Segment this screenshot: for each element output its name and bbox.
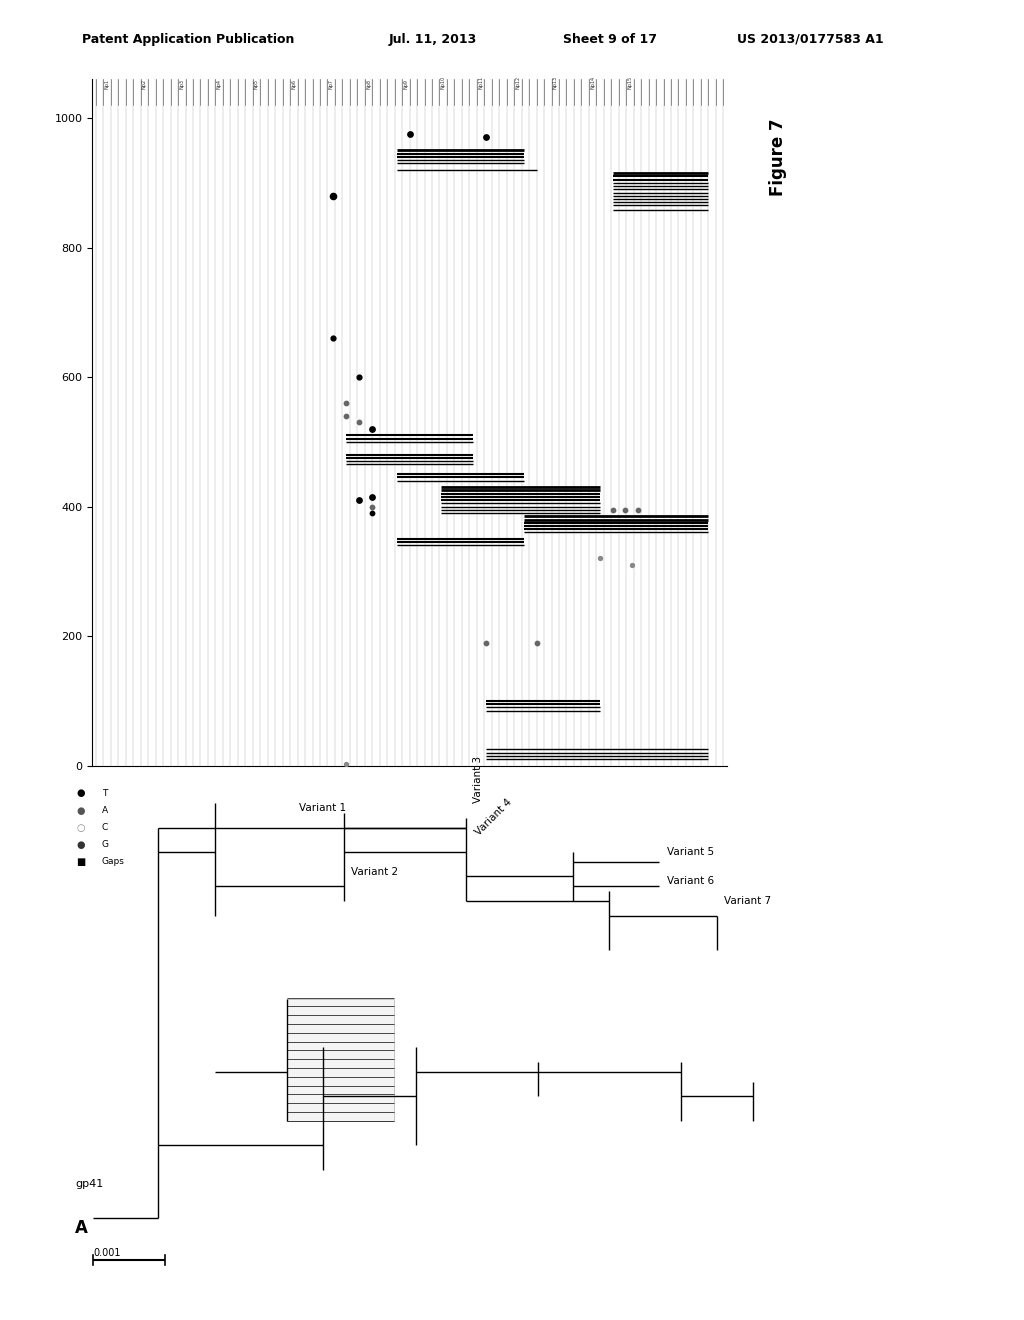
Point	[364, 486, 380, 507]
Text: Np3: Np3	[179, 79, 184, 88]
Point	[350, 367, 367, 388]
Text: C: C	[101, 824, 109, 832]
Text: Np4: Np4	[217, 79, 221, 88]
Point	[477, 632, 494, 653]
Point	[364, 496, 380, 517]
Text: Variant 7: Variant 7	[724, 896, 771, 906]
Point	[617, 499, 634, 520]
Point	[350, 412, 367, 433]
Point	[326, 327, 342, 348]
Text: Figure 7: Figure 7	[769, 119, 787, 197]
Text: Sheet 9 of 17: Sheet 9 of 17	[563, 33, 657, 46]
Text: Np1: Np1	[104, 79, 110, 88]
Text: Np2: Np2	[142, 79, 147, 88]
Point	[604, 499, 621, 520]
Point	[630, 499, 646, 520]
Text: Np8: Np8	[366, 79, 371, 88]
Point	[528, 632, 545, 653]
Point	[477, 127, 494, 148]
Text: Np13: Np13	[553, 75, 558, 88]
Text: US 2013/0177583 A1: US 2013/0177583 A1	[737, 33, 884, 46]
Point	[338, 405, 354, 426]
Text: ●: ●	[76, 788, 85, 799]
Text: A: A	[76, 1220, 88, 1237]
Text: A: A	[101, 807, 108, 814]
Point	[326, 185, 342, 206]
Text: ■: ■	[76, 857, 85, 867]
Text: Np5: Np5	[254, 79, 259, 88]
Text: Variant 2: Variant 2	[351, 867, 398, 876]
Text: Patent Application Publication: Patent Application Publication	[82, 33, 294, 46]
Point	[338, 392, 354, 413]
Text: Gaps: Gaps	[101, 857, 125, 866]
Text: Np11: Np11	[478, 75, 483, 88]
Text: Variant 1: Variant 1	[299, 803, 346, 813]
Text: Np15: Np15	[628, 75, 633, 88]
FancyBboxPatch shape	[287, 998, 394, 1121]
Text: gp41: gp41	[76, 1179, 103, 1189]
Text: G: G	[101, 841, 109, 849]
Point	[350, 490, 367, 511]
Text: Variant 5: Variant 5	[667, 847, 714, 857]
Point	[364, 418, 380, 440]
Text: ○: ○	[76, 822, 85, 833]
Text: Variant 6: Variant 6	[667, 876, 714, 886]
Text: Jul. 11, 2013: Jul. 11, 2013	[389, 33, 477, 46]
Text: Np12: Np12	[515, 75, 520, 88]
Text: Np6: Np6	[291, 79, 296, 88]
Text: ●: ●	[76, 805, 85, 816]
Point	[364, 503, 380, 524]
Text: Np14: Np14	[590, 75, 595, 88]
Text: T: T	[101, 789, 108, 799]
Text: Np7: Np7	[329, 79, 334, 88]
Point	[624, 554, 640, 576]
Text: Variant 4: Variant 4	[473, 797, 513, 837]
Text: ●: ●	[76, 840, 85, 850]
Point	[401, 124, 418, 145]
Text: Variant 3: Variant 3	[473, 756, 483, 803]
Text: 0.001: 0.001	[93, 1247, 121, 1258]
Point	[592, 548, 608, 569]
Text: Np10: Np10	[440, 75, 445, 88]
Point	[338, 754, 354, 775]
Text: Np9: Np9	[403, 79, 409, 88]
